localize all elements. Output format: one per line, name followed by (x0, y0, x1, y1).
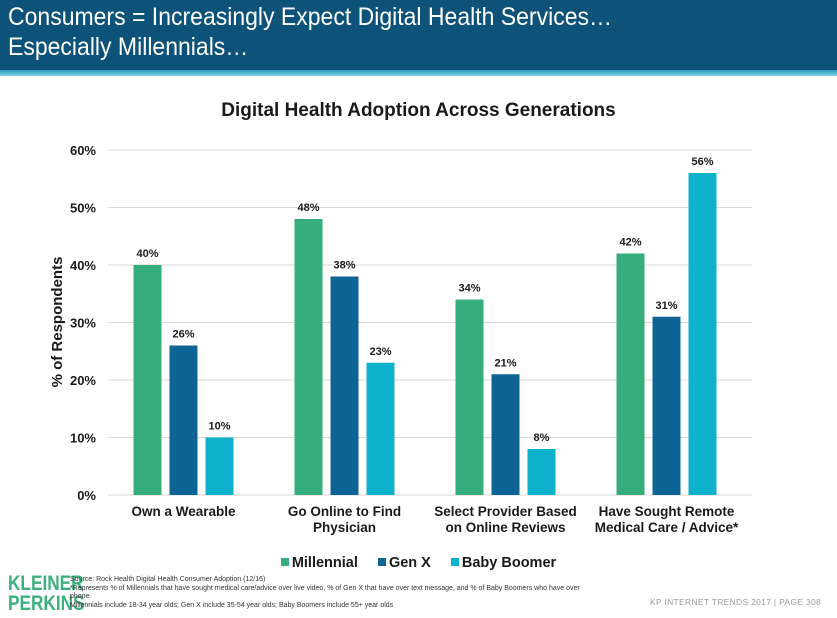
x-category-label: Own a Wearable (131, 504, 236, 519)
header-divider (0, 70, 837, 76)
bar-baby-boomer (688, 173, 717, 495)
x-category-label: on Online Reviews (445, 520, 565, 535)
bar-millennial (133, 265, 162, 495)
legend-item-gen-x: Gen X (377, 555, 431, 571)
x-category-label: Go Online to Find (288, 504, 401, 519)
legend-label: Gen X (388, 555, 431, 571)
slide-title-line-1: Consumers = Increasingly Expect Digital … (8, 3, 613, 31)
y-tick-label: 30% (70, 316, 96, 331)
y-tick-label: 0% (77, 488, 96, 503)
legend-swatch-gen-x (377, 558, 386, 567)
slide-header: Consumers = Increasingly Expect Digital … (0, 0, 837, 70)
data-label: 8% (534, 432, 550, 444)
legend-item-millennial: Millennial (280, 555, 358, 571)
bar-millennial (455, 299, 484, 495)
bar-baby-boomer (527, 449, 556, 495)
legend-swatch-baby-boomer (450, 558, 459, 567)
legend-label: Millennial (291, 555, 358, 571)
asterisk-note: *Represents % of Millennials that have s… (70, 584, 580, 601)
y-tick-label: 20% (70, 373, 96, 388)
x-category-label: Physician (313, 520, 376, 535)
data-label: 26% (172, 329, 194, 341)
data-label: 10% (208, 421, 230, 433)
kleiner-perkins-logo: KLEINER PERKINS (8, 572, 85, 615)
bar-gen-x (491, 374, 520, 495)
page-footer: KP INTERNET TRENDS 2017 | PAGE 308 (650, 597, 821, 607)
bar-gen-x (169, 345, 198, 495)
y-tick-label: 50% (70, 201, 96, 216)
data-label: 23% (369, 346, 391, 358)
y-tick-label: 40% (70, 258, 96, 273)
data-label: 48% (297, 202, 319, 214)
slide-title-line-2: Especially Millennials… (8, 33, 249, 61)
data-label: 40% (136, 248, 158, 260)
data-label: 34% (458, 283, 480, 295)
legend-swatch-millennial (280, 558, 289, 567)
age-note: Millennials include 18-34 year olds; Gen… (70, 601, 394, 609)
bar-baby-boomer (366, 362, 395, 495)
bar-baby-boomer (205, 437, 234, 495)
bar-millennial (616, 253, 645, 495)
chart-title: Digital Health Adoption Across Generatio… (221, 100, 616, 121)
legend-item-baby-boomer: Baby Boomer (450, 555, 557, 571)
logo-line-2: PERKINS (8, 592, 85, 615)
chart-legend: Millennial Gen X Baby Boomer (0, 555, 837, 571)
logo-line-1: KLEINER (8, 572, 84, 595)
x-category-label: Select Provider Based (434, 504, 577, 519)
data-label: 31% (655, 300, 677, 312)
x-category-label: Have Sought Remote (599, 504, 735, 519)
data-label: 56% (691, 156, 713, 168)
footnotes: Source: Rock Health Digital Health Consu… (70, 576, 600, 610)
data-label: 38% (333, 260, 355, 272)
data-label: 42% (619, 237, 641, 249)
y-tick-label: 60% (70, 143, 96, 158)
slide-title: Consumers = Increasingly Expect Digital … (8, 2, 612, 62)
data-label: 21% (494, 357, 516, 369)
y-axis-label: % of Respondents (49, 257, 66, 388)
legend-label: Baby Boomer (461, 555, 557, 571)
bar-millennial (294, 219, 323, 495)
source-note: Source: Rock Health Digital Health Consu… (70, 576, 266, 583)
bar-gen-x (330, 276, 359, 495)
x-category-label: Medical Care / Advice* (595, 520, 739, 535)
bar-gen-x (652, 316, 681, 495)
y-tick-label: 10% (70, 431, 96, 446)
